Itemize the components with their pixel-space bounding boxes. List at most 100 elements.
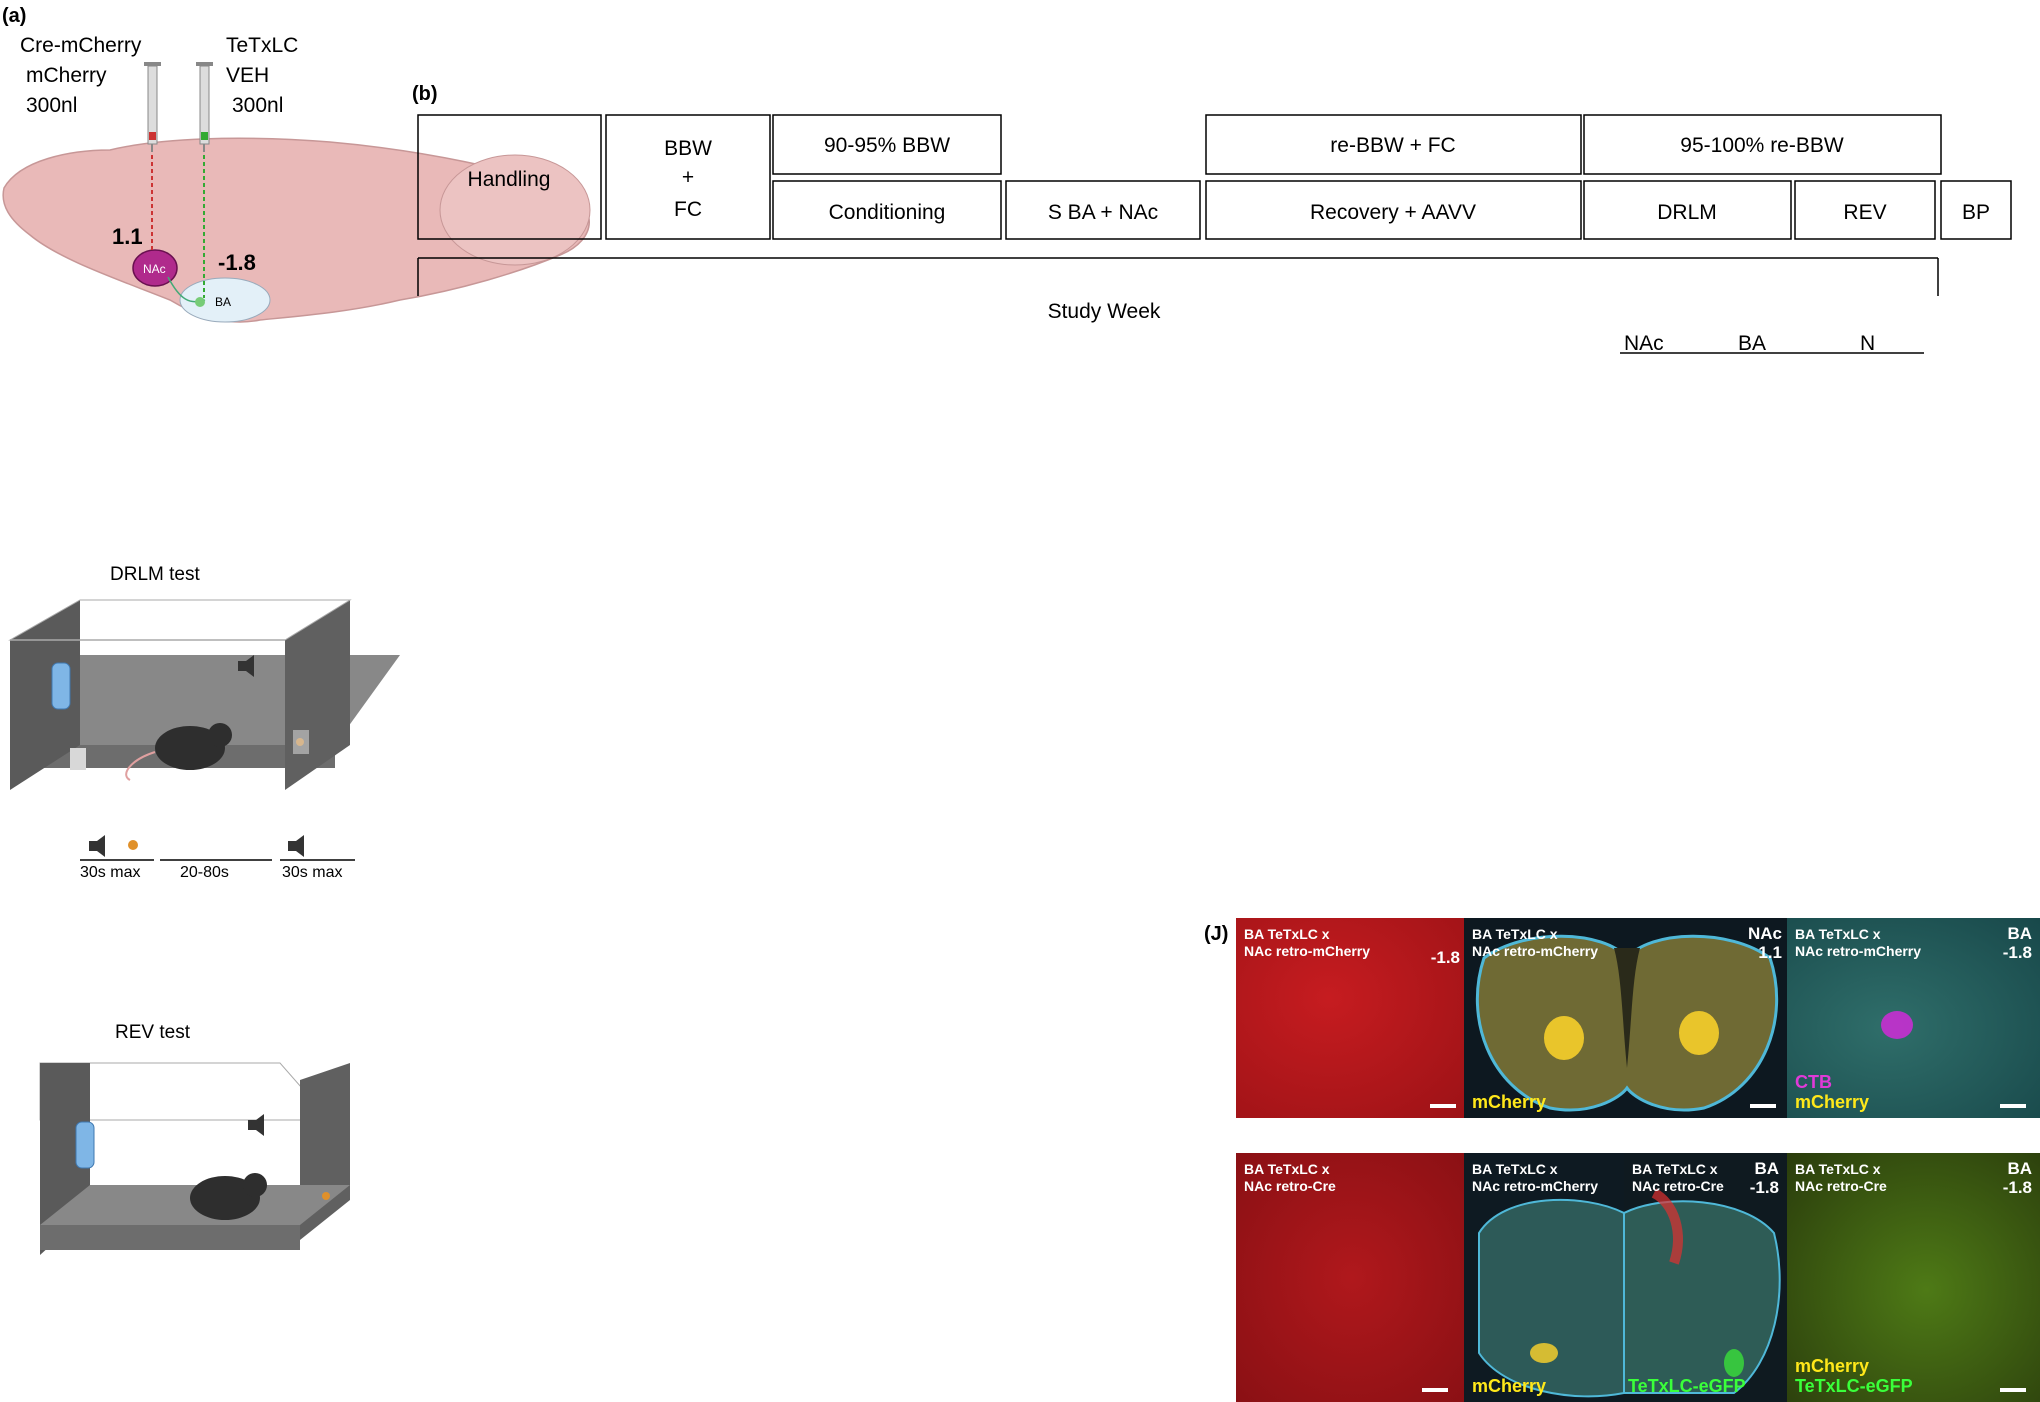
panel-label-a: (a) (2, 5, 26, 27)
box-recovery (1205, 180, 1582, 240)
micrograph-region: BA (1754, 1159, 1779, 1178)
left-injection-line-1: Cre-mCherry (20, 34, 142, 57)
micrograph-bottom-1: BA TeTxLC x NAc retro-Cre (1236, 1153, 1468, 1402)
micrograph-label-line-1: BA TeTxLC x (1795, 926, 1881, 942)
box-surgery (1005, 180, 1201, 240)
bp-label: BP (1962, 201, 1990, 224)
box-rebbw-fc (1205, 114, 1582, 175)
micrograph-top-2: BA TeTxLC x NAc retro-mCherry NAc 1.1 mChe… (1464, 918, 1790, 1118)
water-bottle-icon (75, 1121, 95, 1169)
speaker-icon (248, 1114, 264, 1136)
cerebellum (439, 154, 591, 266)
ba-region (179, 277, 271, 323)
micrograph-region: NAc (1747, 924, 1782, 943)
channel-label-egfp: TeTxLC-eGFP (1795, 1376, 1913, 1396)
right-wall (285, 600, 350, 790)
channel-label-mcherry: mCherry (1472, 1376, 1547, 1396)
left-injection-line-3: 300nl (26, 94, 77, 117)
brain-schematic: Cre-mCherry mCherry 300nl TeTxLC VEH 300… (2, 34, 591, 323)
micrograph-bottom-3: BA TeTxLC x NAc retro-Cre BA -1.8 TeTxLC-e… (1624, 1153, 1787, 1402)
rev-label: REV (1843, 201, 1886, 224)
left-injection-line-2: mCherry (26, 64, 107, 87)
table-header-nac: NAc (1624, 332, 1664, 355)
channel-label-ctb: CTB (1795, 1072, 1832, 1092)
micrograph-label-line-1: BA TeTxLC x (1472, 1161, 1558, 1177)
surgery-label: S BA + NAc (1048, 201, 1158, 224)
channel-label-mcherry: mCherry (1795, 1356, 1870, 1376)
micrograph-coord: -1.8 (2002, 1178, 2032, 1197)
rev-apparatus: REV test (39, 1022, 350, 1255)
table-header-ba: BA (1738, 332, 1766, 355)
ba-coordinate: -1.8 (218, 250, 256, 275)
box-rebbw-95 (1583, 114, 1942, 175)
recovery-label: Recovery + AAVV (1310, 201, 1476, 224)
scale-bar (1430, 1104, 1456, 1108)
water-bottle-icon (51, 662, 71, 710)
micrograph-coord: -1.8 (2002, 943, 2032, 962)
ba-region-label: BA (215, 295, 231, 309)
timeline-labels: Handling BBW + FC 90-95% BBW Conditionin… (468, 134, 1990, 323)
pellet-icon (128, 840, 138, 850)
micrograph-label-line-2: NAc retro-Cre (1244, 1178, 1336, 1194)
micrograph-label-line-1: BA TeTxLC x (1244, 926, 1330, 942)
nac-region (132, 249, 178, 287)
syringe-right-icon (196, 62, 213, 152)
rebbw-95-label: 95-100% re-BBW (1680, 134, 1844, 157)
micrograph-label-line-1: BA TeTxLC x (1795, 1161, 1881, 1177)
box-rev (1794, 180, 1936, 240)
panel-label-J: (J) (1204, 923, 1228, 945)
right-injection-line-2: VEH (226, 64, 269, 87)
micrograph-label-line-2: NAc retro-mCherry (1472, 1178, 1599, 1194)
conditioning-label: Conditioning (829, 201, 946, 224)
speaker-icon (288, 835, 304, 857)
mouse-icon (155, 726, 225, 770)
drlm-time-2: 20-80s (180, 864, 229, 881)
micrograph-label-line-1: BA TeTxLC x (1472, 926, 1558, 942)
channel-label-egfp: TeTxLC-eGFP (1628, 1376, 1746, 1396)
rebbw-fc-label: re-BBW + FC (1330, 134, 1455, 157)
bbw-label-2: + (682, 166, 694, 189)
mouse-icon (190, 1176, 260, 1220)
micrograph-label-line-2: NAc retro-Cre (1795, 1178, 1887, 1194)
micrograph-label-line-2: NAc retro-mCherry (1795, 943, 1922, 959)
micrograph-region: BA (2007, 1159, 2032, 1178)
speaker-icon (89, 835, 105, 857)
study-timeline (417, 114, 2012, 296)
channel-label-mcherry: mCherry (1472, 1092, 1547, 1112)
micrograph-label-line-2: NAc retro-mCherry (1472, 943, 1599, 959)
drlm-apparatus: DRLM test 30s max 20-80s 30s max (8, 564, 400, 881)
nac-region-label: NAc (143, 262, 166, 276)
scale-bar (2000, 1388, 2026, 1392)
drlm-label: DRLM (1657, 201, 1717, 224)
speaker-icon (238, 655, 254, 677)
micrograph-top-1: BA TeTxLC x NAc retro-mCherry -1.8 (1236, 918, 1468, 1118)
groups-table: NAc BA N (1620, 332, 1924, 355)
micrograph-bottom-2: BA TeTxLC x NAc retro-mCherry mCherry (1464, 1153, 1624, 1402)
drlm-time-1: 30s max (80, 864, 140, 881)
left-wall (10, 600, 80, 790)
box-handling (417, 114, 602, 240)
study-week-label: Study Week (1048, 300, 1161, 323)
bbw-90-label: 90-95% BBW (824, 134, 950, 157)
micrograph-label-line-2: NAc retro-Cre (1632, 1178, 1724, 1194)
right-injection-line-3: 300nl (232, 94, 283, 117)
ba-injection-site (195, 297, 205, 307)
micrograph-label-line-1: BA TeTxLC x (1244, 1161, 1330, 1177)
bbw-label-3: FC (674, 198, 702, 221)
table-header-n: N (1860, 332, 1875, 355)
syringe-left-icon (144, 62, 161, 152)
micrograph-bottom-4: BA TeTxLC x NAc retro-Cre BA -1.8 mCherry … (1787, 1153, 2040, 1402)
micrograph-coord: 1.1 (1758, 943, 1782, 962)
nac-coordinate: 1.1 (112, 224, 143, 249)
micrograph-region: BA (2007, 924, 2032, 943)
scale-bar (1750, 1104, 1776, 1108)
micrograph-label-line-2: NAc retro-mCherry (1244, 943, 1371, 959)
drlm-title: DRLM test (110, 564, 200, 585)
micrograph-top-3: BA TeTxLC x NAc retro-mCherry BA -1.8 CTB … (1787, 918, 2040, 1118)
micrograph-label-line-1: BA TeTxLC x (1632, 1161, 1718, 1177)
bbw-label-1: BBW (664, 137, 712, 160)
box-drlm (1583, 180, 1792, 240)
micrograph-coord: -1.8 (1749, 1178, 1779, 1197)
panel-label-b: (b) (412, 83, 438, 105)
